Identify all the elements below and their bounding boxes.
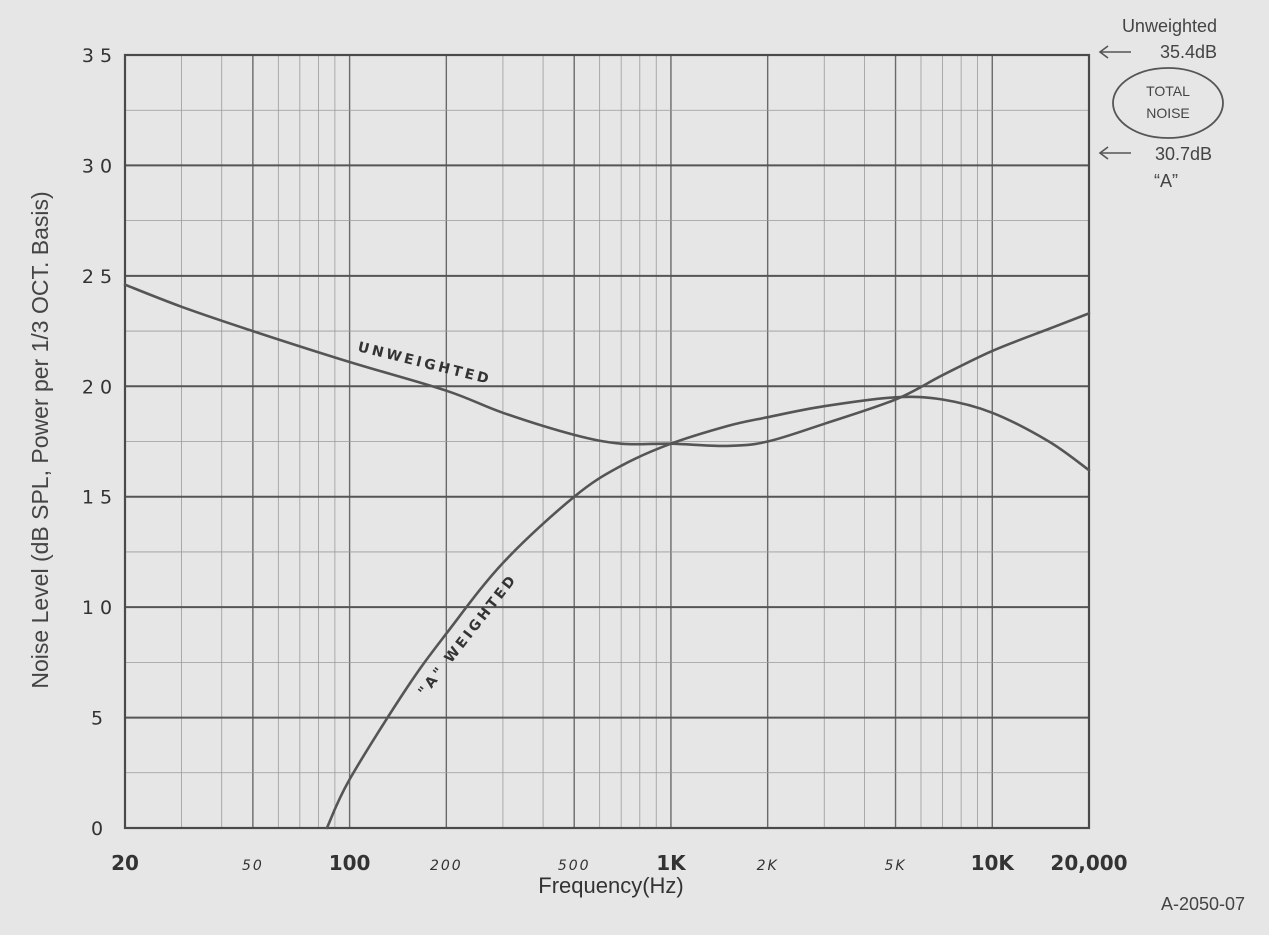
x-tick-label: 500 xyxy=(558,858,591,874)
x-tick-label: 200 xyxy=(430,858,463,874)
total-noise-line1: TOTAL xyxy=(1146,83,1190,99)
a-weighted-curve-label: "A" WEIGHTED xyxy=(416,571,521,699)
total-noise-line2: NOISE xyxy=(1146,105,1190,121)
y-tick-label: 1 5 xyxy=(82,487,112,509)
y-axis-label: Noise Level (dB SPL, Power per 1/3 OCT. … xyxy=(27,191,53,688)
total-noise-oval xyxy=(1112,67,1224,139)
x-tick-label: 20 xyxy=(111,851,139,875)
x-tick-label: 20,000 xyxy=(1050,851,1127,875)
x-tick-label: 50 xyxy=(242,858,264,874)
unweighted-total-title: Unweighted xyxy=(1122,16,1217,36)
x-tick-label: 5K xyxy=(884,858,906,874)
a-weighted-total-title: “A” xyxy=(1154,171,1178,191)
y-tick-label: 0 xyxy=(91,818,103,840)
y-tick-label: 2 0 xyxy=(82,376,112,398)
figure-id: A-2050-07 xyxy=(1161,894,1245,914)
axes: 051 01 52 02 53 03 520 50 100 200 500 1K 2K 5K 1… xyxy=(82,45,1128,875)
y-tick-label: 5 xyxy=(91,708,103,730)
x-tick-label: 10K xyxy=(971,851,1016,875)
arrow-a-weighted-icon xyxy=(1098,146,1131,160)
unweighted-total-value: 35.4dB xyxy=(1160,42,1217,62)
plot-frame xyxy=(123,53,1091,830)
x-tick-label: 1K xyxy=(656,851,687,875)
series-line-unweighted xyxy=(123,283,1091,448)
y-tick-label: 3 5 xyxy=(82,45,112,67)
unweighted-curve-label: UNWEIGHTED xyxy=(356,339,493,388)
x-tick-label: 100 xyxy=(329,851,371,875)
a-weighted-total-value: 30.7dB xyxy=(1155,144,1212,164)
y-tick-label: 3 0 xyxy=(82,155,112,177)
series-lines xyxy=(123,283,1091,830)
arrow-unweighted-icon xyxy=(1098,45,1131,59)
y-tick-label: 1 0 xyxy=(82,597,112,619)
series-line-a-weighted xyxy=(325,395,1091,830)
x-axis-label: Frequency(Hz) xyxy=(538,873,683,898)
x-tick-label: 2K xyxy=(757,858,779,874)
y-tick-label: 2 5 xyxy=(82,266,112,288)
